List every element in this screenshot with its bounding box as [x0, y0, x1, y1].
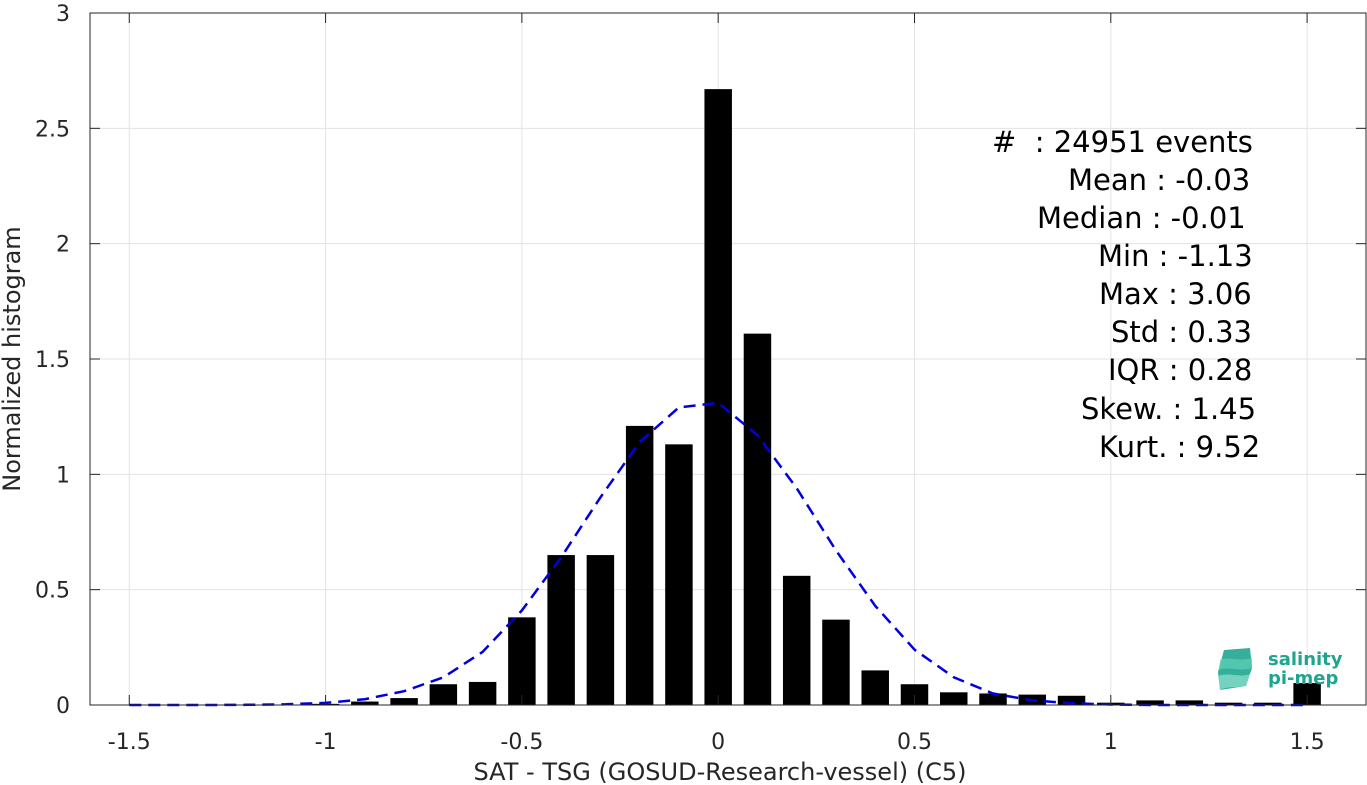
y-axis-label: Normalized histogram	[0, 226, 26, 491]
histogram-bar	[1136, 700, 1164, 705]
axis-ticks: -1.5 -1 -0.5 0 0.5 1 1.5 0 0.5 1 1.5 2 2.5 3	[35, 2, 1366, 755]
y-tick-label: 2.5	[35, 117, 70, 142]
y-tick-label: 3	[56, 2, 70, 27]
stat-median: Median : -0.01	[1037, 201, 1246, 235]
histogram-bar	[704, 89, 732, 706]
stat-min: Min : -1.13	[1098, 239, 1253, 273]
histogram-bars	[311, 89, 1321, 706]
histogram-bar	[665, 444, 693, 705]
histogram-bar	[547, 555, 575, 705]
histogram-bar	[1057, 695, 1086, 705]
histogram-bar	[508, 617, 536, 705]
logo-line2: pi-mep	[1268, 668, 1339, 689]
histogram-bar	[468, 681, 497, 705]
histogram-bar	[429, 684, 458, 705]
histogram-bar	[861, 670, 889, 705]
x-tick-label: -1.5	[108, 730, 151, 755]
x-tick-label: -1	[315, 730, 337, 755]
stat-max: Max : 3.06	[1099, 277, 1252, 311]
histogram-bar	[822, 619, 850, 705]
y-tick-label: 1.5	[35, 348, 70, 373]
x-tick-label: 1	[1104, 730, 1118, 755]
stat-skew: Skew. : 1.45	[1081, 392, 1257, 426]
y-tick-label: 0.5	[35, 579, 70, 604]
x-tick-label: -0.5	[500, 730, 543, 755]
y-tick-label: 0	[56, 694, 70, 719]
histogram-bar	[1214, 702, 1243, 705]
stat-mean: Mean : -0.03	[1068, 163, 1251, 197]
x-tick-label: 0.5	[897, 730, 932, 755]
histogram-bar	[1254, 702, 1282, 705]
x-tick-label: 0	[711, 730, 725, 755]
histogram-bar	[1293, 683, 1321, 705]
logo-line1: salinity	[1268, 649, 1343, 670]
stat-kurt: Kurt. : 9.52	[1099, 430, 1261, 464]
stat-iqr: IQR : 0.28	[1108, 353, 1253, 387]
histogram-bar	[351, 701, 379, 705]
histogram-bar	[940, 692, 968, 705]
y-tick-label: 1	[56, 463, 70, 488]
x-axis-label: SAT - TSG (GOSUD-Research-vessel) (C5)	[474, 758, 967, 785]
histogram-bar	[586, 555, 615, 705]
salinity-pimep-logo-icon	[1218, 648, 1252, 690]
histogram-bar	[900, 684, 929, 705]
stat-events: # : 24951 events	[992, 125, 1253, 159]
histogram-bar	[625, 425, 654, 705]
histogram-bar	[979, 693, 1007, 705]
x-tick-label: 1.5	[1290, 730, 1325, 755]
histogram-bar	[782, 575, 811, 705]
histogram-bar	[743, 333, 772, 705]
histogram-bar	[390, 698, 418, 705]
histogram-bar	[1175, 700, 1204, 705]
stat-std: Std : 0.33	[1111, 315, 1252, 349]
y-tick-label: 2	[56, 233, 70, 258]
